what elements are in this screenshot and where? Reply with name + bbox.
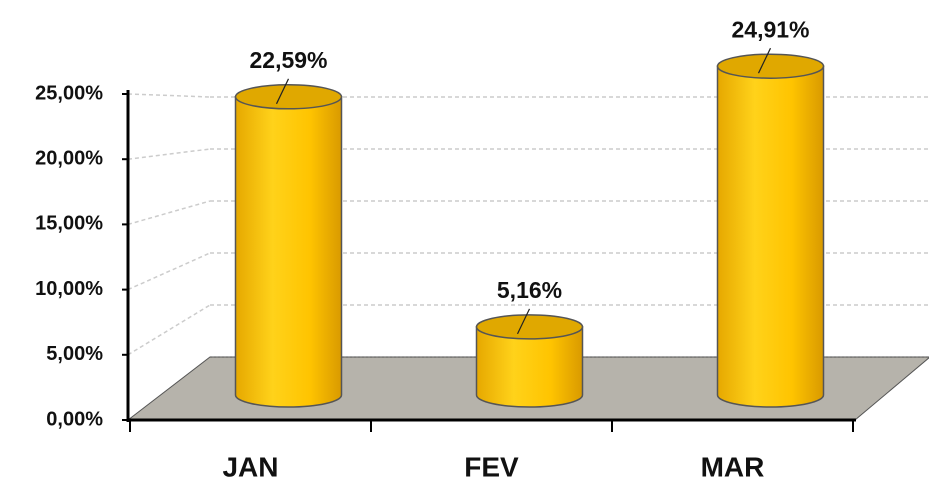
value-label: 22,59% <box>249 47 327 73</box>
label-leader <box>275 78 290 105</box>
value-label: 24,91% <box>731 16 809 42</box>
grid-line <box>127 93 211 98</box>
y-tick-label: 10,00% <box>35 278 103 300</box>
label-leader <box>757 47 772 74</box>
grid-line <box>127 148 211 160</box>
y-tick-label: 5,00% <box>46 343 103 365</box>
y-tick-label: 15,00% <box>35 213 103 235</box>
y-tick-label: 0,00% <box>46 408 103 430</box>
cylinder-body <box>475 326 584 408</box>
label-leader <box>516 308 531 335</box>
cylinder-top <box>475 314 584 340</box>
grid-line <box>127 304 211 356</box>
x-tick-label: FEV <box>464 451 519 481</box>
plot: 22,59% 5,16% 24,91% <box>127 16 929 408</box>
x-tick-label: JAN <box>222 451 278 481</box>
cylinder-body <box>234 96 343 408</box>
grid-line <box>127 200 211 226</box>
y-tick-label: 20,00% <box>35 147 103 169</box>
cylinder-body <box>716 65 825 408</box>
cylinder-top <box>716 53 825 79</box>
x-tick-label: MAR <box>701 451 765 481</box>
value-label: 5,16% <box>497 277 562 303</box>
grid-line <box>127 252 211 291</box>
cylinder-top <box>234 84 343 110</box>
y-tick-label: 25,00% <box>35 82 103 104</box>
